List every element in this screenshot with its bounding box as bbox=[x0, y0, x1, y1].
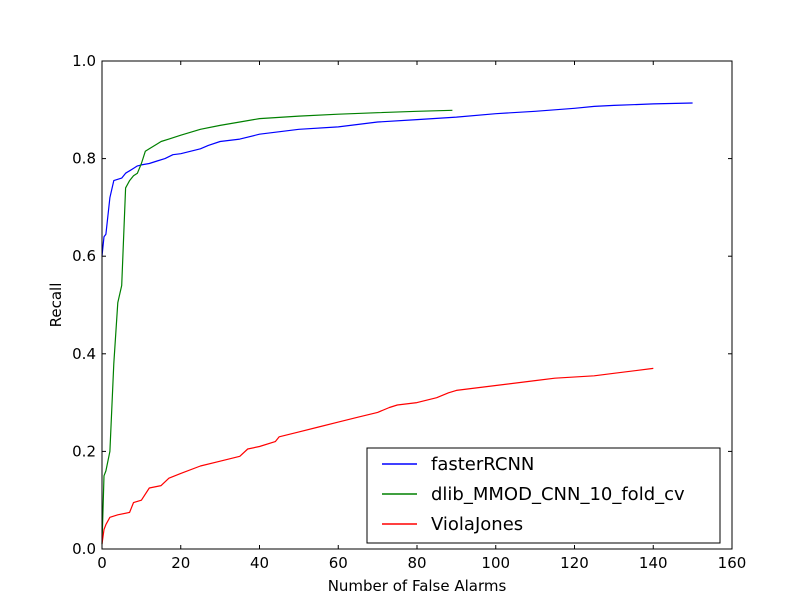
x-tick-label: 80 bbox=[407, 554, 426, 572]
legend-box bbox=[366, 447, 721, 544]
x-tick-label: 140 bbox=[639, 554, 668, 572]
plot-frame bbox=[101, 60, 733, 550]
y-tick-label: 0.0 bbox=[72, 540, 96, 558]
legend-label: ViolaJones bbox=[431, 514, 523, 535]
legend: fasterRCNN dlib_MMOD_CNN_10_fold_cv ViolaJ… bbox=[366, 447, 721, 544]
y-tick-label: 0.4 bbox=[72, 345, 96, 363]
legend-label: dlib_MMOD_CNN_10_fold_cv bbox=[431, 484, 685, 505]
series-line-violajones bbox=[101, 367, 654, 545]
x-tick-label: 60 bbox=[329, 554, 348, 572]
series-line-dlib-mmod-cnn-10-fold-cv bbox=[101, 109, 453, 545]
series-layer bbox=[101, 102, 693, 545]
y-tick-label: 1.0 bbox=[72, 52, 96, 70]
y-axis-label: Recall bbox=[47, 283, 65, 328]
x-tick-label: 100 bbox=[481, 554, 510, 572]
x-tick-label: 0 bbox=[97, 554, 107, 572]
y-tick-label: 0.8 bbox=[72, 150, 96, 168]
x-tick-label: 120 bbox=[560, 554, 589, 572]
x-tick-label: 40 bbox=[250, 554, 269, 572]
x-tick-label: 160 bbox=[718, 554, 747, 572]
x-tick-label: 20 bbox=[171, 554, 190, 572]
y-tick-label: 0.6 bbox=[72, 247, 96, 265]
y-tick-label: 0.2 bbox=[72, 442, 96, 460]
x-axis-label: Number of False Alarms bbox=[328, 577, 507, 595]
ticks-layer: 0 20 40 60 80 100 120 140 160 0.0 0.2 0.4 0.6 0.8 1.0 bbox=[72, 52, 746, 572]
legend-label: fasterRCNN bbox=[431, 454, 534, 475]
series-line-fasterrcnn bbox=[101, 102, 693, 257]
